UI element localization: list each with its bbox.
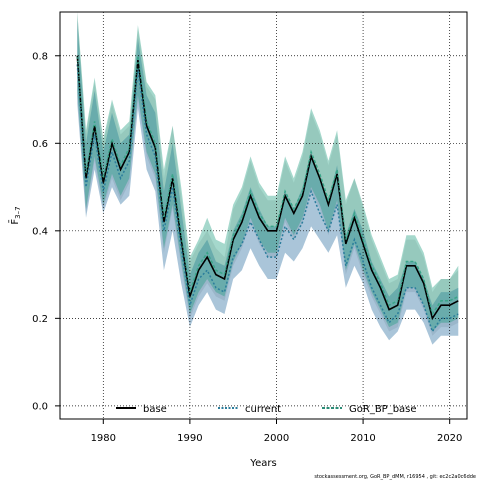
- y-tick-label: 0.8: [32, 51, 48, 62]
- confidence-bands: [77, 12, 459, 345]
- y-axis-title-main: F̄: [8, 219, 21, 225]
- line-gor_bp_base: [76, 55, 459, 316]
- x-tick-label: 2000: [264, 433, 289, 444]
- legend-item-current: current: [218, 404, 281, 415]
- y-tick-label: 0.6: [32, 139, 48, 150]
- legend-label: base: [143, 404, 167, 415]
- y-tick-label: 0.4: [32, 226, 48, 237]
- legend-item-gor_bp_base: GoR_BP_base: [322, 404, 417, 415]
- y-tick-label: 0.0: [32, 401, 48, 412]
- y-axis-title: F̄3–7: [8, 206, 22, 224]
- y-tick-label: 0.2: [32, 314, 48, 325]
- axes: 1980 1990 2000 2010 2020 0.0 0.2 0.4 0.6 0.8: [32, 51, 462, 444]
- line-current: [76, 64, 459, 334]
- series-lines: [76, 55, 459, 334]
- plot-frame: [59, 11, 468, 420]
- footer-note: stockassessment.org, GoR_BP_dMM, r16954 …: [314, 474, 476, 480]
- y-axis-title-sub: 3–7: [14, 206, 22, 218]
- x-tick-label: 1980: [91, 433, 116, 444]
- x-tick-label: 1990: [177, 433, 202, 444]
- legend: base current GoR_BP_base: [116, 404, 417, 415]
- band-current: [77, 20, 459, 345]
- legend-label: current: [245, 404, 281, 415]
- band-base: [77, 12, 459, 336]
- x-axis-title: Years: [249, 458, 276, 469]
- legend-item-base: base: [116, 404, 167, 415]
- line-base-dotted-overlay: [76, 55, 459, 320]
- x-tick-label: 2020: [437, 433, 462, 444]
- grid: [60, 12, 467, 419]
- band-gor_bp_base: [77, 12, 459, 332]
- legend-label: GoR_BP_base: [349, 404, 417, 415]
- x-tick-label: 2010: [350, 433, 375, 444]
